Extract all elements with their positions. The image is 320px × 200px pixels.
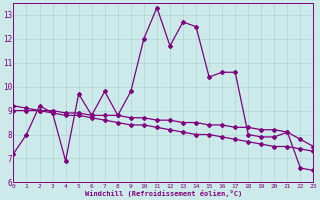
X-axis label: Windchill (Refroidissement éolien,°C): Windchill (Refroidissement éolien,°C) [85,190,242,197]
